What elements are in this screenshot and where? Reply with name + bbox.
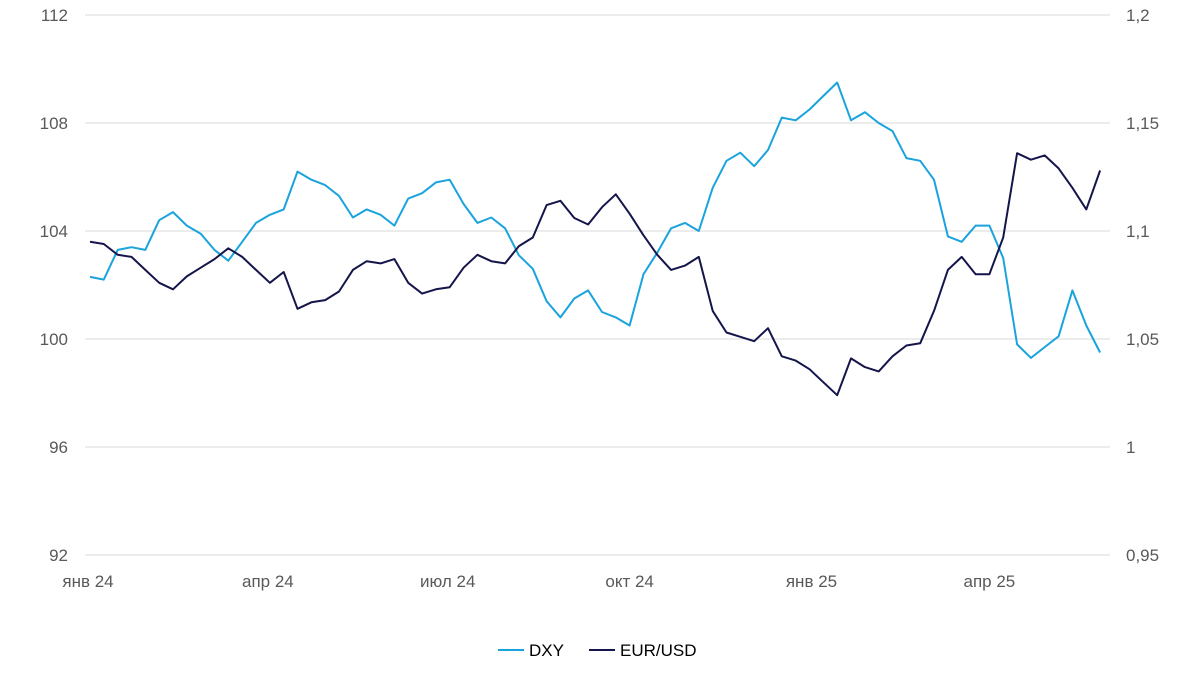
right-tick-label: 1,15 bbox=[1126, 114, 1159, 133]
grid bbox=[85, 14, 1110, 556]
right-axis: 1,2 1,15 1,1 1,05 1 0,95 bbox=[1126, 6, 1159, 565]
right-tick-label: 0,95 bbox=[1126, 546, 1159, 565]
x-tick-label: янв 24 bbox=[62, 572, 113, 591]
x-tick-label: апр 25 bbox=[964, 572, 1016, 591]
x-tick-label: июл 24 bbox=[420, 572, 475, 591]
x-tick-label: апр 24 bbox=[242, 572, 294, 591]
right-tick-label: 1,05 bbox=[1126, 330, 1159, 349]
left-axis: 112 108 104 100 96 92 bbox=[40, 6, 68, 565]
left-tick-label: 108 bbox=[40, 114, 68, 133]
right-tick-label: 1,2 bbox=[1126, 6, 1150, 25]
legend-label-eurusd: EUR/USD bbox=[620, 641, 697, 660]
left-tick-label: 96 bbox=[49, 438, 68, 457]
legend-label-dxy: DXY bbox=[529, 641, 564, 660]
series-lines bbox=[89, 81, 1102, 397]
legend: DXY EUR/USD bbox=[498, 641, 697, 660]
left-tick-label: 92 bbox=[49, 546, 68, 565]
x-tick-label: окт 24 bbox=[605, 572, 654, 591]
series-line-eurusd bbox=[89, 152, 1102, 397]
x-tick-label: янв 25 bbox=[786, 572, 837, 591]
series-line-dxy bbox=[89, 81, 1101, 359]
left-tick-label: 104 bbox=[40, 222, 68, 241]
x-axis: янв 24 апр 24 июл 24 окт 24 янв 25 апр 25 bbox=[62, 572, 1015, 591]
left-tick-label: 112 bbox=[41, 6, 68, 25]
right-tick-label: 1,1 bbox=[1126, 222, 1150, 241]
left-tick-label: 100 bbox=[40, 330, 68, 349]
right-tick-label: 1 bbox=[1126, 438, 1135, 457]
